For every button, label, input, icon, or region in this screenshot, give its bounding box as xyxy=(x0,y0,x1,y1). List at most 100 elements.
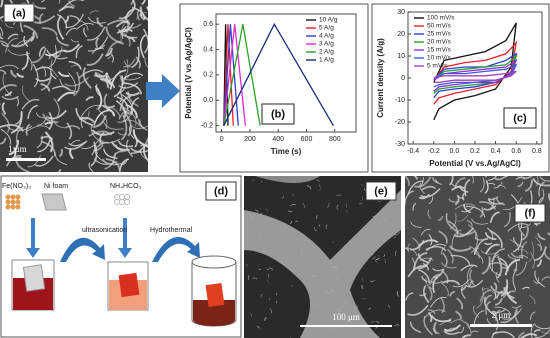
texture-stroke xyxy=(6,125,33,132)
texture-stroke xyxy=(511,304,522,309)
texture-stroke xyxy=(103,148,118,160)
texture-stroke xyxy=(16,97,20,107)
texture-stroke xyxy=(64,15,70,24)
panel-label: (d) xyxy=(214,185,228,197)
texture-stroke xyxy=(264,317,267,321)
texture-stroke xyxy=(126,139,134,158)
texture-stroke xyxy=(460,284,467,291)
texture-stroke xyxy=(466,265,474,287)
texture-stroke xyxy=(30,32,35,42)
y-tick-label: 0.6 xyxy=(203,21,213,28)
texture-stroke xyxy=(454,203,476,210)
texture-stroke xyxy=(41,140,56,157)
texture-stroke xyxy=(504,258,521,276)
texture-stroke xyxy=(38,12,44,25)
texture-stroke xyxy=(313,227,318,232)
x-tick-label: 0.4 xyxy=(491,148,501,155)
texture-stroke xyxy=(1,112,10,133)
texture-stroke xyxy=(21,51,29,71)
texture-stroke xyxy=(312,304,316,307)
texture-stroke xyxy=(497,184,507,189)
texture-stroke xyxy=(131,46,140,69)
texture-stroke xyxy=(453,227,475,238)
texture-stroke xyxy=(383,254,385,258)
texture-stroke xyxy=(449,291,455,297)
texture-stroke xyxy=(0,36,4,40)
texture-stroke xyxy=(405,247,418,256)
texture-stroke xyxy=(420,228,431,236)
texture-stroke xyxy=(361,297,367,300)
texture-stroke xyxy=(529,311,536,320)
texture-stroke xyxy=(250,313,253,317)
texture-stroke xyxy=(140,148,147,160)
texture-stroke xyxy=(106,107,116,117)
texture-stroke xyxy=(357,313,360,317)
texture-stroke xyxy=(463,321,471,329)
y-tick-label: -30 xyxy=(395,141,405,148)
texture-stroke xyxy=(345,203,348,208)
texture-stroke xyxy=(490,285,511,295)
texture-stroke xyxy=(492,331,515,338)
texture-stroke xyxy=(353,307,356,309)
texture-stroke xyxy=(94,71,109,88)
beaker xyxy=(11,259,55,311)
texture-stroke xyxy=(484,180,489,194)
texture-stroke xyxy=(58,148,64,158)
texture-stroke xyxy=(377,200,383,202)
texture-stroke xyxy=(37,137,52,153)
texture-stroke xyxy=(10,69,17,78)
texture-stroke xyxy=(449,213,457,230)
texture-stroke xyxy=(131,6,146,20)
texture-stroke xyxy=(264,207,268,213)
texture-stroke xyxy=(123,58,136,68)
texture-stroke xyxy=(450,254,471,265)
texture-stroke xyxy=(68,60,82,70)
texture-stroke xyxy=(445,213,458,233)
texture-stroke xyxy=(121,26,127,39)
texture-stroke xyxy=(517,331,525,338)
texture-stroke xyxy=(325,224,328,229)
texture-stroke xyxy=(307,250,313,253)
texture-stroke xyxy=(58,0,61,4)
texture-stroke xyxy=(111,140,130,151)
legend-label: 100 mV/s xyxy=(427,15,455,22)
texture-stroke xyxy=(70,38,79,43)
texture-stroke xyxy=(481,288,495,294)
texture-stroke xyxy=(32,47,47,64)
texture-stroke xyxy=(100,78,116,89)
texture-stroke xyxy=(489,229,503,248)
texture-stroke xyxy=(116,96,129,110)
texture-stroke xyxy=(68,140,88,147)
texture-stroke xyxy=(21,85,30,102)
texture-stroke xyxy=(432,276,439,294)
texture-stroke xyxy=(344,301,346,305)
arrow xyxy=(60,237,200,262)
texture-stroke xyxy=(451,186,465,191)
texture-stroke xyxy=(548,193,550,202)
texture-stroke xyxy=(120,76,126,84)
texture-stroke xyxy=(66,122,73,140)
texture-stroke xyxy=(58,168,62,172)
texture-stroke xyxy=(448,176,454,186)
texture-stroke xyxy=(512,269,518,291)
texture-stroke xyxy=(105,157,121,171)
texture-stroke xyxy=(256,326,260,329)
texture-stroke xyxy=(360,184,364,186)
texture-stroke xyxy=(118,82,139,89)
texture-stroke xyxy=(504,176,509,178)
texture-stroke xyxy=(423,309,446,319)
texture-stroke xyxy=(394,231,400,236)
texture-stroke xyxy=(47,109,67,120)
texture-stroke xyxy=(491,310,499,331)
texture-stroke xyxy=(430,296,447,308)
texture-stroke xyxy=(530,323,536,338)
texture-stroke xyxy=(501,266,509,272)
texture-stroke xyxy=(122,119,141,127)
series-line xyxy=(433,63,518,88)
texture-stroke xyxy=(349,240,352,246)
texture-stroke xyxy=(375,259,378,263)
texture-stroke xyxy=(420,188,441,198)
texture-stroke xyxy=(442,252,448,267)
texture-stroke xyxy=(290,203,296,207)
